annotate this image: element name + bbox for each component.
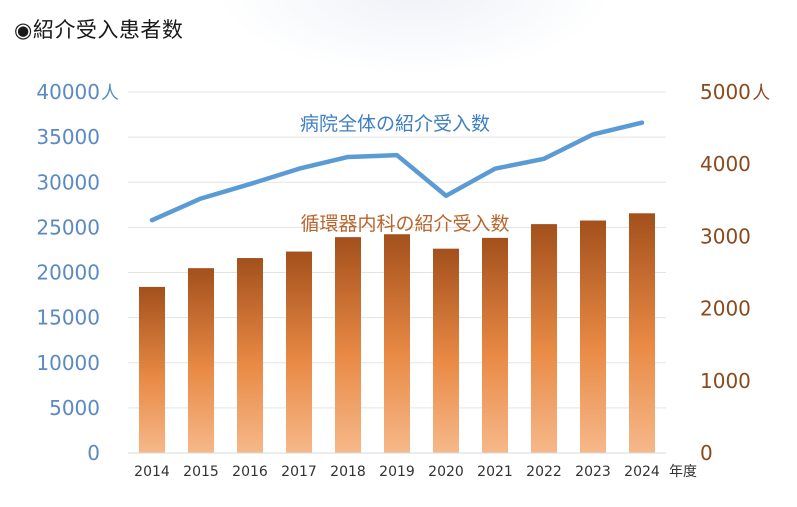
x-tick-label: 2017 — [281, 464, 317, 480]
y-left-tick-label: 30000 — [36, 170, 100, 194]
bar — [188, 268, 214, 453]
x-tick-label: 2021 — [477, 464, 513, 480]
bar — [139, 286, 165, 453]
y-right-tick-label: 2000 — [700, 297, 751, 321]
line-series-label: 病院全体の紹介受入数 — [300, 113, 490, 135]
y-left-tick-label: 15000 — [36, 306, 100, 330]
x-tick-label: 2023 — [575, 464, 611, 480]
page-title: ◉紹介受入患者数 — [14, 18, 184, 42]
y-right-tick-label: 4000 — [700, 152, 751, 176]
x-tick-label: 2022 — [526, 464, 562, 480]
x-tick-label: 2019 — [379, 464, 415, 480]
y-right-tick-label: 0 — [700, 441, 713, 465]
y-left-tick-label: 0 — [87, 441, 100, 465]
y-right-unit-label: 人 — [752, 83, 770, 104]
y-right-tick-label: 3000 — [700, 224, 751, 248]
y-left-tick-label: 20000 — [36, 261, 100, 285]
y-left-tick-label: 35000 — [36, 125, 100, 149]
bar — [531, 224, 557, 453]
y-right-tick-label: 5000 — [700, 80, 751, 104]
x-tick-label: 2020 — [428, 464, 464, 480]
x-tick-label: 2016 — [232, 464, 268, 480]
y-left-tick-label: 25000 — [36, 215, 100, 239]
x-tick-label: 2015 — [183, 464, 219, 480]
x-unit-label: 年度 — [669, 464, 697, 480]
x-tick-label: 2014 — [134, 464, 170, 480]
bar — [433, 248, 459, 453]
y-left-tick-label: 5000 — [49, 396, 100, 420]
bar — [629, 213, 655, 453]
x-tick-label: 2024 — [624, 464, 660, 480]
y-left-tick-label: 40000 — [36, 80, 100, 104]
bar — [482, 237, 508, 453]
bar — [286, 251, 312, 453]
bar — [580, 220, 606, 453]
y-left-unit-label: 人 — [101, 83, 119, 104]
bar — [237, 258, 263, 453]
y-right-tick-label: 1000 — [700, 369, 751, 393]
bar — [384, 234, 410, 453]
bar — [335, 237, 361, 453]
x-tick-label: 2018 — [330, 464, 366, 480]
y-left-tick-label: 10000 — [36, 351, 100, 375]
line-series — [149, 120, 645, 223]
bar-series-label: 循環器内科の紹介受入数 — [300, 213, 509, 235]
